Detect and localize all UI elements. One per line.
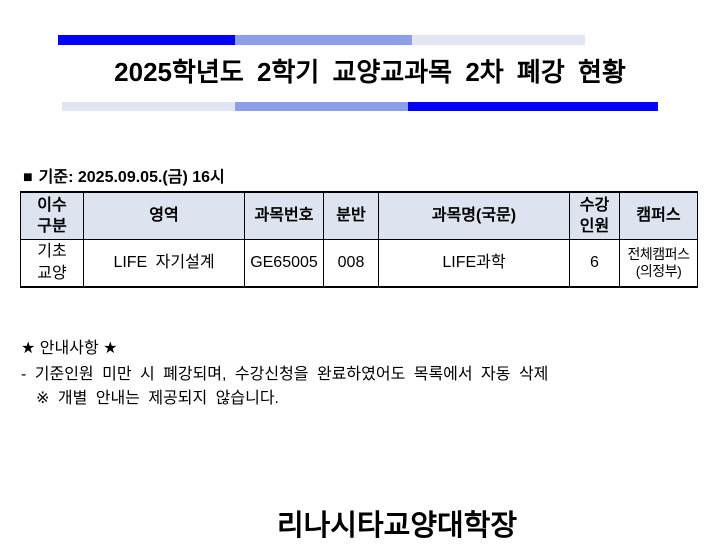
- square-bullet-icon: ■: [23, 169, 33, 186]
- header-course-number: 과목번호: [244, 191, 324, 240]
- header-completion-type: 이수 구분: [20, 191, 84, 240]
- cell-course-name: LIFE과학: [378, 238, 570, 287]
- divider-segment-light: [62, 102, 235, 111]
- header-campus: 캠퍼스: [619, 191, 698, 240]
- divider-segment-light: [412, 35, 585, 45]
- divider-segment-dark: [408, 102, 658, 111]
- cell-area: LIFE 자기설계: [83, 238, 245, 287]
- cell-section: 008: [323, 238, 379, 287]
- criteria-line: ■ 기준: 2025.09.05.(금) 16시: [23, 163, 225, 187]
- divider-segment-dark: [58, 35, 235, 45]
- notice-line: - 기준인원 미만 시 폐강되며, 수강신청을 완료하였어도 목록에서 자동 삭…: [21, 366, 549, 383]
- table-header-row: 이수 구분 영역 과목번호 분반 과목명(국문) 수강 인원 캠퍼스: [20, 191, 698, 240]
- header-enrollment: 수강 인원: [569, 191, 620, 240]
- signature-dean-title: 리나시타교양대학장: [276, 510, 518, 542]
- header-course-name: 과목명(국문): [378, 191, 570, 240]
- notice-heading: ★ 안내사항 ★: [21, 340, 118, 357]
- header-section: 분반: [323, 191, 379, 240]
- cell-completion-type: 기초 교양: [20, 238, 84, 287]
- course-cancellation-table: 이수 구분 영역 과목번호 분반 과목명(국문) 수강 인원 캠퍼스 기초 교양…: [20, 191, 698, 288]
- cell-enrollment: 6: [569, 238, 620, 287]
- notice-line: ※ 개별 안내는 제공되지 않습니다.: [36, 390, 279, 407]
- criteria-text: 기준: 2025.09.05.(금) 16시: [38, 169, 225, 186]
- course-table-container: 이수 구분 영역 과목번호 분반 과목명(국문) 수강 인원 캠퍼스 기초 교양…: [20, 191, 698, 288]
- header-area: 영역: [83, 191, 245, 240]
- divider-segment-medium: [235, 35, 412, 45]
- title-divider-bottom: [62, 102, 658, 111]
- cell-course-number: GE65005: [244, 238, 324, 287]
- cell-campus: 전체캠퍼스 (의정부): [619, 238, 698, 287]
- divider-segment-medium: [235, 102, 408, 111]
- title-divider-top: [58, 35, 585, 45]
- page-title: 2025학년도 2학기 교양교과목 2차 폐강 현황: [114, 57, 626, 87]
- table-row: 기초 교양 LIFE 자기설계 GE65005 008 LIFE과학 6 전체캠…: [20, 238, 698, 287]
